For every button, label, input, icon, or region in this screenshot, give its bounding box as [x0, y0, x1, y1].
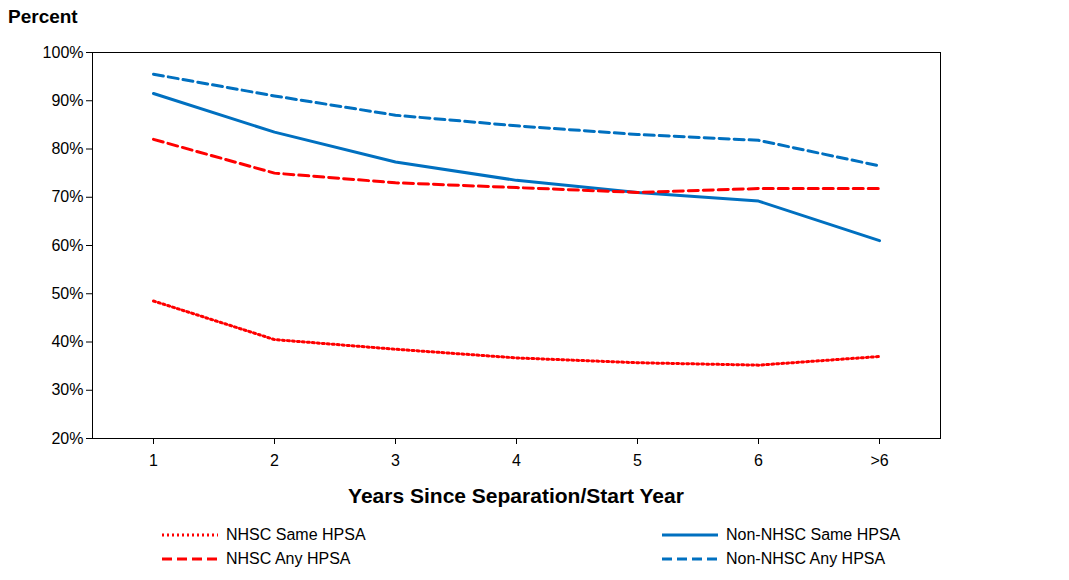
svg-text:3: 3 [391, 452, 400, 469]
html-text:Non-NHSC Any HPSA: Non-NHSC Any HPSA [726, 550, 886, 567]
svg-text:40%: 40% [51, 333, 83, 350]
html-text:Percent: Percent [8, 6, 78, 27]
svg-text:2: 2 [270, 452, 279, 469]
svg-text:30%: 30% [51, 381, 83, 398]
html-text:NHSC Same HPSA: NHSC Same HPSA [226, 526, 366, 543]
svg-text:90%: 90% [51, 92, 83, 109]
svg-text:>6: >6 [870, 452, 888, 469]
svg-text:5: 5 [633, 452, 642, 469]
svg-text:6: 6 [754, 452, 763, 469]
svg-text:100%: 100% [43, 44, 84, 61]
html-text:NHSC Any HPSA: NHSC Any HPSA [226, 550, 351, 567]
svg-text:80%: 80% [51, 140, 83, 157]
svg-text:70%: 70% [51, 188, 83, 205]
svg-text:4: 4 [512, 452, 521, 469]
svg-text:60%: 60% [51, 237, 83, 254]
svg-text:20%: 20% [51, 430, 83, 447]
svg-text:50%: 50% [51, 285, 83, 302]
html-text:Years Since Separation/Start Y: Years Since Separation/Start Year [348, 484, 684, 507]
html-text:Non-NHSC Same HPSA: Non-NHSC Same HPSA [726, 526, 901, 543]
svg-text:1: 1 [149, 452, 158, 469]
